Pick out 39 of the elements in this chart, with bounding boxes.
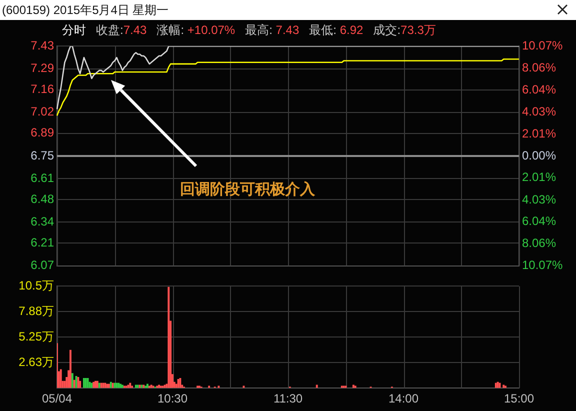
y-tick-label: 6.61 <box>30 170 54 185</box>
x-tick-label: 05/04 <box>42 392 72 406</box>
x-tick-label: 15:00 <box>504 392 534 406</box>
annotation: 回调阶段可积极介入 <box>180 180 315 199</box>
y-tick-label: 6.89 <box>30 126 54 140</box>
y-tick-label: 7.88万 <box>18 304 54 318</box>
text: 最低: 6.92 <box>309 23 364 37</box>
y-tick-label: 6.21 <box>30 236 54 250</box>
text: 成交:73.3万 <box>373 23 436 37</box>
y2-tick-label: 4.03% <box>522 104 556 118</box>
y2-tick-label: 2.01% <box>522 170 556 184</box>
y2-tick-label: 2.01% <box>522 126 556 140</box>
x-tick-label: 14:00 <box>388 392 419 406</box>
text: 最高: 7.43 <box>245 23 300 37</box>
text: 涨幅: +10.07% <box>156 23 236 37</box>
y2-tick-label: 4.03% <box>522 192 556 206</box>
y-tick-label: 5.25万 <box>18 329 54 344</box>
y-tick-label: 7.16 <box>30 82 54 96</box>
y-tick-label: 6.75 <box>30 148 54 162</box>
x-tick-label: 11:30 <box>273 392 303 406</box>
chart-title: (600159) 2015年5月4日 星期一 <box>2 2 169 19</box>
y-tick-label: 10.5万 <box>18 278 54 293</box>
y2-tick-label: 8.06% <box>522 60 556 74</box>
y-tick-label: 2.63万 <box>18 354 54 369</box>
y2-tick-label: 0.00% <box>522 148 556 162</box>
y2-tick-label: 10.07% <box>522 258 564 272</box>
y-tick-label: 7.29 <box>30 61 54 76</box>
y2-tick-label: 6.04% <box>522 82 556 96</box>
y-tick-label: 6.48 <box>30 192 54 206</box>
y-tick-label: 6.07 <box>30 258 54 272</box>
y2-tick-label: 10.07% <box>522 38 564 53</box>
y2-tick-label: 6.04% <box>522 214 556 228</box>
y2-tick-label: 8.06% <box>522 236 556 250</box>
y-tick-label: 6.34 <box>30 214 54 229</box>
y-tick-label: 7.43 <box>30 38 54 53</box>
text: 收盘:7.43 <box>96 23 147 37</box>
text: 分时 <box>62 22 86 38</box>
y-tick-label: 7.02 <box>30 104 54 119</box>
x-tick-label: 10:30 <box>157 392 188 406</box>
